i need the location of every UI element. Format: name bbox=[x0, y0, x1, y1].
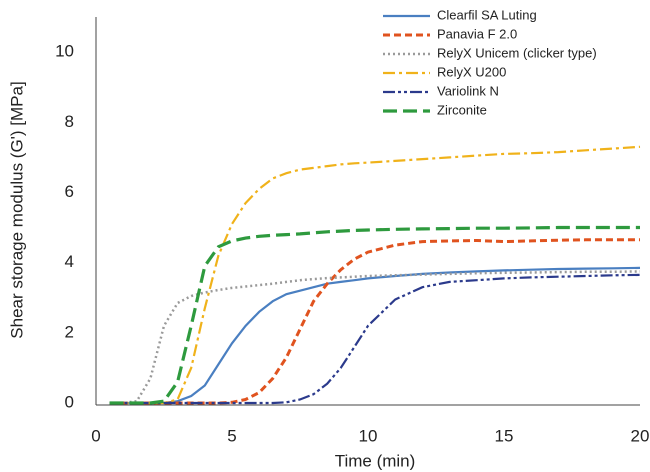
legend-label: Panavia F 2.0 bbox=[437, 26, 517, 41]
legend-label: Variolink N bbox=[437, 83, 499, 98]
series-line bbox=[109, 266, 641, 405]
series-line bbox=[109, 238, 640, 405]
x-tick-label: 10 bbox=[359, 426, 378, 445]
x-tick-label: 5 bbox=[227, 426, 236, 445]
y-tick-label: 6 bbox=[65, 182, 74, 201]
legend-label: RelyX U200 bbox=[437, 64, 506, 79]
series-line bbox=[109, 270, 641, 405]
y-tick-label: 2 bbox=[65, 322, 74, 341]
y-tick-label: 0 bbox=[65, 392, 74, 411]
x-tick-label: 0 bbox=[91, 426, 100, 445]
y-tick-label: 10 bbox=[55, 42, 74, 61]
series-line bbox=[109, 273, 641, 405]
x-tick-label: 20 bbox=[631, 426, 650, 445]
legend-label: RelyX Unicem (clicker type) bbox=[437, 45, 597, 60]
y-axis-label: Shear storage modulus (G') [MPa] bbox=[7, 81, 26, 338]
series-line bbox=[109, 145, 641, 405]
series-line bbox=[109, 225, 640, 405]
y-tick-label: 8 bbox=[65, 112, 74, 131]
x-tick-label: 15 bbox=[495, 426, 514, 445]
legend-label: Zirconite bbox=[437, 102, 487, 117]
y-tick-label: 4 bbox=[65, 252, 74, 271]
legend-label: Clearfil SA Luting bbox=[437, 7, 537, 22]
x-axis-label: Time (min) bbox=[335, 451, 416, 470]
